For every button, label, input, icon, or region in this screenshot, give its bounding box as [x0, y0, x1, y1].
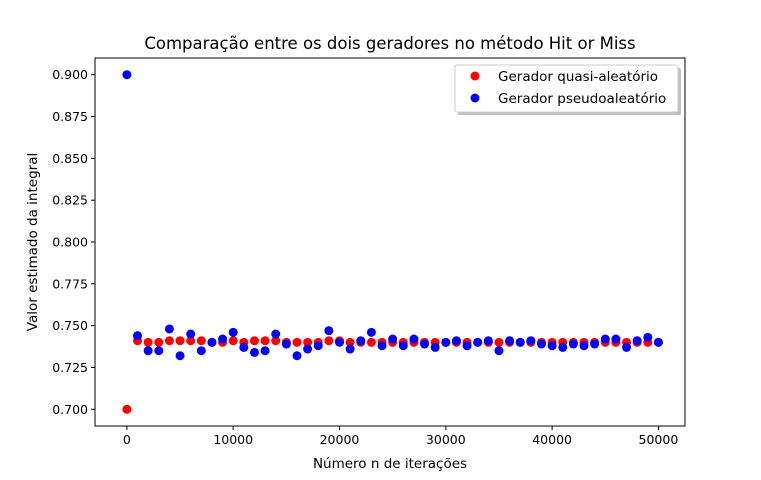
y-tick-label: 0.825: [52, 193, 88, 208]
point-pseudo: [133, 331, 143, 341]
point-pseudo: [430, 342, 440, 352]
legend-box: [454, 64, 679, 113]
point-pseudo: [154, 346, 164, 356]
point-quasi: [292, 337, 302, 347]
legend-marker-quasi: [470, 71, 480, 81]
point-pseudo: [409, 334, 419, 344]
y-tick-label: 0.875: [52, 109, 88, 124]
point-pseudo: [632, 336, 642, 346]
y-tick-label: 0.700: [52, 402, 88, 417]
point-pseudo: [207, 337, 217, 347]
point-pseudo: [643, 332, 653, 342]
point-pseudo: [356, 336, 366, 346]
y-tick-label: 0.750: [52, 318, 88, 333]
point-quasi: [249, 336, 259, 346]
point-pseudo: [611, 334, 621, 344]
point-pseudo: [281, 339, 291, 349]
point-pseudo: [473, 337, 483, 347]
y-tick-label: 0.725: [52, 360, 88, 375]
point-pseudo: [239, 342, 249, 352]
point-pseudo: [494, 346, 504, 356]
point-pseudo: [335, 337, 345, 347]
point-pseudo: [590, 339, 600, 349]
point-pseudo: [420, 339, 430, 349]
point-pseudo: [292, 351, 302, 361]
point-quasi: [154, 337, 164, 347]
point-quasi: [324, 336, 334, 346]
y-axis: 0.700 0.725 0.750 0.775 0.800 0.825 0.850 0.875…: [52, 67, 95, 417]
point-pseudo: [122, 70, 132, 80]
point-pseudo: [462, 341, 472, 351]
point-pseudo: [441, 337, 451, 347]
point-pseudo: [345, 344, 355, 354]
x-tick-label: 20000: [320, 432, 360, 447]
point-quasi: [228, 336, 238, 346]
point-quasi: [164, 336, 174, 346]
point-pseudo: [303, 344, 313, 354]
point-pseudo: [228, 327, 238, 337]
point-quasi: [175, 336, 185, 346]
point-pseudo: [653, 337, 663, 347]
chart-title: Comparação entre os dois geradores no mé…: [144, 34, 635, 53]
point-pseudo: [505, 336, 515, 346]
point-quasi: [366, 337, 376, 347]
point-quasi: [186, 336, 196, 346]
point-pseudo: [579, 341, 589, 351]
point-pseudo: [547, 341, 557, 351]
point-pseudo: [324, 326, 334, 336]
y-tick-label: 0.800: [52, 235, 88, 250]
point-pseudo: [196, 346, 206, 356]
point-pseudo: [526, 336, 536, 346]
x-tick-label: 40000: [532, 432, 572, 447]
x-tick-label: 50000: [639, 432, 679, 447]
point-pseudo: [249, 347, 259, 357]
x-axis-label: Número n de iterações: [313, 456, 467, 472]
point-pseudo: [483, 336, 493, 346]
point-pseudo: [143, 346, 153, 356]
point-quasi: [494, 337, 504, 347]
point-quasi: [196, 336, 206, 346]
point-pseudo: [536, 339, 546, 349]
y-tick-label: 0.775: [52, 276, 88, 291]
point-pseudo: [377, 341, 387, 351]
point-quasi: [143, 337, 153, 347]
x-tick-label: 30000: [426, 432, 466, 447]
point-pseudo: [175, 351, 185, 361]
point-quasi: [345, 337, 355, 347]
point-pseudo: [568, 339, 578, 349]
point-quasi: [260, 336, 270, 346]
x-axis: 0 10000 20000 30000 40000 50000: [123, 426, 678, 447]
x-tick-label: 10000: [213, 432, 253, 447]
y-tick-label: 0.900: [52, 67, 88, 82]
point-pseudo: [164, 324, 174, 334]
legend: Gerador quasi-aleatório Gerador pseudoal…: [454, 64, 681, 115]
point-pseudo: [271, 329, 281, 339]
point-pseudo: [260, 346, 270, 356]
point-pseudo: [558, 342, 568, 352]
point-pseudo: [515, 337, 525, 347]
point-pseudo: [622, 342, 632, 352]
point-pseudo: [366, 327, 376, 337]
point-pseudo: [451, 336, 461, 346]
point-quasi: [122, 404, 132, 414]
point-pseudo: [313, 341, 323, 351]
point-pseudo: [600, 334, 610, 344]
point-pseudo: [218, 334, 228, 344]
x-tick-label: 0: [123, 432, 131, 447]
point-pseudo: [398, 341, 408, 351]
legend-label-pseudo: Gerador pseudoaleatório: [498, 91, 666, 107]
point-pseudo: [388, 334, 398, 344]
legend-marker-pseudo: [470, 93, 480, 103]
y-axis-label: Valor estimado da integral: [25, 153, 41, 331]
point-quasi: [271, 336, 281, 346]
point-quasi: [303, 337, 313, 347]
point-pseudo: [186, 329, 196, 339]
series-pseudo: [122, 70, 663, 361]
legend-label-quasi: Gerador quasi-aleatório: [498, 69, 658, 85]
y-tick-label: 0.850: [52, 151, 88, 166]
